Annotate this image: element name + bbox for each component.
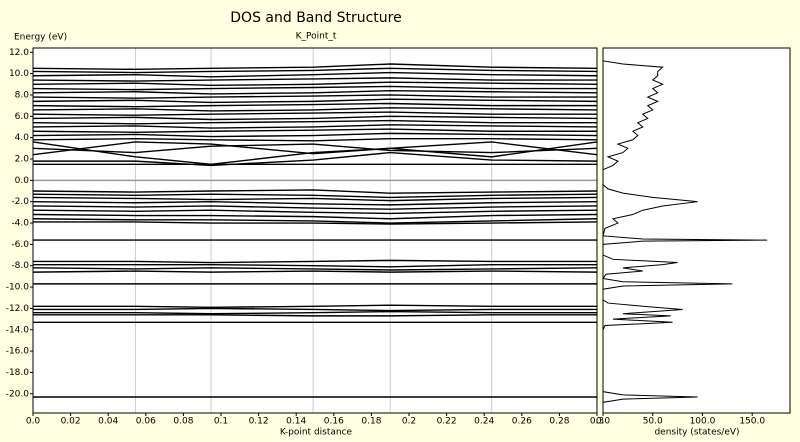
x-tick-label: 0.3 <box>590 417 604 427</box>
y-tick-label: -2.0 <box>11 197 29 207</box>
y-tick-label: 6.0 <box>15 112 30 122</box>
y-tick-label: 2.0 <box>15 154 30 164</box>
x-tick-label: 0.16 <box>324 417 344 427</box>
x-tick-label: 0.02 <box>61 417 81 427</box>
band <box>32 85 597 91</box>
band <box>32 138 598 142</box>
y-tick-label: -10.0 <box>6 283 30 293</box>
x-axis-label: K-point distance <box>280 428 353 438</box>
y-tick-label: -18.0 <box>6 368 30 378</box>
band <box>33 310 597 315</box>
dos-curve <box>602 48 768 413</box>
dos-axis-label: density (states/eV) <box>654 428 739 438</box>
band <box>32 218 598 224</box>
chart-title: DOS and Band Structure <box>230 10 401 26</box>
band <box>32 102 597 108</box>
y-tick-label: -16.0 <box>6 347 30 357</box>
band <box>33 151 598 167</box>
y-tick-label: -14.0 <box>6 325 30 335</box>
band <box>32 205 598 210</box>
band <box>32 189 598 194</box>
band <box>33 259 597 264</box>
band <box>32 81 598 87</box>
y-tick-label: 4.0 <box>15 133 30 143</box>
band <box>32 67 598 74</box>
x-tick-label: 0.0 <box>26 417 41 427</box>
band <box>32 193 598 199</box>
y-tick-label: 0.0 <box>15 176 30 186</box>
y-tick-label: -8.0 <box>11 261 29 271</box>
x-tick-label: 50.0 <box>643 417 663 427</box>
x-tick-label: 0.08 <box>173 417 193 427</box>
x-tick-label: 0.18 <box>361 417 381 427</box>
band <box>33 263 597 268</box>
x-tick-label: 0.1 <box>214 417 228 427</box>
band <box>32 141 598 166</box>
band <box>32 107 598 112</box>
band <box>32 77 597 82</box>
plot-frame <box>602 47 791 414</box>
x-tick-label: 0.24 <box>474 417 494 427</box>
x-tick-label: 100.0 <box>690 417 716 427</box>
band <box>32 209 598 215</box>
band <box>32 128 597 134</box>
y-tick-label: -4.0 <box>11 219 29 229</box>
band <box>33 221 598 225</box>
band <box>32 115 598 121</box>
band <box>32 270 598 273</box>
band <box>32 124 598 129</box>
band <box>32 132 598 138</box>
x-tick-label: 150.0 <box>739 417 765 427</box>
x-tick-label: 0.14 <box>286 417 306 427</box>
band <box>32 63 598 71</box>
x-tick-label: 0.04 <box>98 417 118 427</box>
band <box>32 267 598 271</box>
y-tick-label: 10.0 <box>9 69 29 79</box>
band <box>33 314 597 317</box>
band <box>32 141 598 156</box>
band <box>32 200 598 206</box>
x-tick-label: 0.12 <box>249 417 269 427</box>
y-tick-label: 12.0 <box>9 48 29 58</box>
band <box>32 94 597 99</box>
chart-subtitle: K_Point_t <box>296 32 337 42</box>
x-tick-label: 0.28 <box>549 417 569 427</box>
band <box>32 111 597 116</box>
x-tick-label: 0.22 <box>437 417 457 427</box>
x-tick-label: 0.0 <box>596 417 611 427</box>
x-tick-label: 0.26 <box>512 417 532 427</box>
band <box>33 307 597 312</box>
band <box>32 196 598 202</box>
y-tick-label: -12.0 <box>6 304 30 314</box>
band <box>32 89 598 95</box>
band <box>32 71 598 78</box>
plot-area <box>603 48 790 413</box>
x-tick-label: 0.06 <box>136 417 156 427</box>
y-tick-label: -20.0 <box>6 389 30 399</box>
band <box>32 119 597 125</box>
band <box>32 213 598 220</box>
band <box>32 98 598 104</box>
plot-area <box>33 48 597 413</box>
y-tick-label: 8.0 <box>15 90 30 100</box>
band <box>33 304 597 309</box>
plot-frame <box>32 47 598 414</box>
y-axis-label: Energy (eV) <box>14 33 67 43</box>
y-tick-label: -6.0 <box>11 240 29 250</box>
x-tick-label: 0.2 <box>402 417 416 427</box>
band <box>32 143 598 154</box>
